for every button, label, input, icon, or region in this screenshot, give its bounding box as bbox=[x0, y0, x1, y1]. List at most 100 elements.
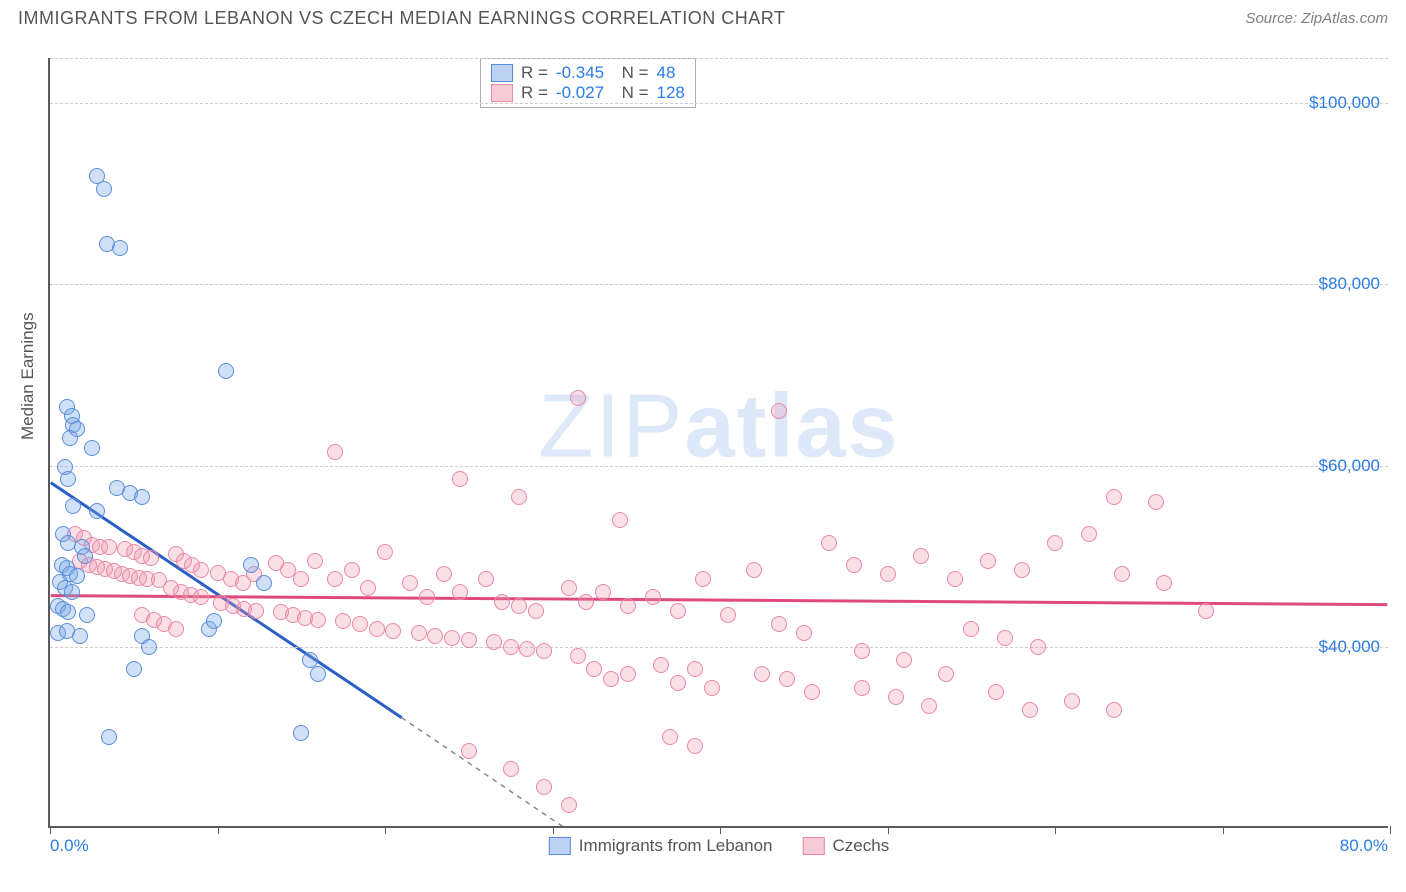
data-point bbox=[670, 675, 686, 691]
data-point bbox=[570, 390, 586, 406]
data-point bbox=[486, 634, 502, 650]
data-point bbox=[327, 571, 343, 587]
data-point bbox=[854, 643, 870, 659]
data-point bbox=[846, 557, 862, 573]
legend-n-value: 128 bbox=[657, 83, 685, 103]
data-point bbox=[988, 684, 1004, 700]
data-point bbox=[327, 444, 343, 460]
data-point bbox=[84, 440, 100, 456]
data-point bbox=[193, 589, 209, 605]
data-point bbox=[377, 544, 393, 560]
data-point bbox=[804, 684, 820, 700]
data-point bbox=[96, 181, 112, 197]
chart-title: IMMIGRANTS FROM LEBANON VS CZECH MEDIAN … bbox=[18, 8, 785, 29]
plot-area: ZIPatlas R = -0.345 N = 48R = -0.027 N =… bbox=[48, 58, 1388, 828]
data-point bbox=[141, 639, 157, 655]
legend-row: R = -0.027 N = 128 bbox=[491, 83, 685, 103]
series-legend: Immigrants from LebanonCzechs bbox=[549, 836, 889, 856]
legend-r-label: R = bbox=[521, 63, 548, 83]
data-point bbox=[511, 598, 527, 614]
data-point bbox=[360, 580, 376, 596]
x-tick bbox=[553, 826, 554, 834]
data-point bbox=[938, 666, 954, 682]
x-axis-max-label: 80.0% bbox=[1340, 836, 1388, 856]
data-point bbox=[997, 630, 1013, 646]
x-tick bbox=[1055, 826, 1056, 834]
gridline bbox=[50, 58, 1388, 59]
data-point bbox=[854, 680, 870, 696]
data-point bbox=[310, 612, 326, 628]
data-point bbox=[101, 729, 117, 745]
data-point bbox=[206, 613, 222, 629]
data-point bbox=[402, 575, 418, 591]
data-point bbox=[1148, 494, 1164, 510]
data-point bbox=[494, 594, 510, 610]
gridline bbox=[50, 647, 1388, 648]
data-point bbox=[720, 607, 736, 623]
x-tick bbox=[218, 826, 219, 834]
data-point bbox=[79, 607, 95, 623]
data-point bbox=[888, 689, 904, 705]
legend-r-value: -0.027 bbox=[556, 83, 604, 103]
y-tick-label: $60,000 bbox=[1319, 456, 1380, 476]
data-point bbox=[687, 661, 703, 677]
x-tick bbox=[385, 826, 386, 834]
data-point bbox=[519, 641, 535, 657]
data-point bbox=[1156, 575, 1172, 591]
data-point bbox=[168, 621, 184, 637]
legend-n-label: N = bbox=[612, 63, 648, 83]
x-tick bbox=[888, 826, 889, 834]
legend-r-value: -0.345 bbox=[556, 63, 604, 83]
data-point bbox=[293, 725, 309, 741]
source-label: Source: ZipAtlas.com bbox=[1245, 10, 1388, 27]
gridline bbox=[50, 103, 1388, 104]
data-point bbox=[112, 240, 128, 256]
data-point bbox=[963, 621, 979, 637]
data-point bbox=[427, 628, 443, 644]
data-point bbox=[704, 680, 720, 696]
data-point bbox=[461, 743, 477, 759]
gridline bbox=[50, 284, 1388, 285]
data-point bbox=[821, 535, 837, 551]
data-point bbox=[1022, 702, 1038, 718]
data-point bbox=[69, 568, 85, 584]
legend-r-label: R = bbox=[521, 83, 548, 103]
gridline bbox=[50, 466, 1388, 467]
data-point bbox=[193, 562, 209, 578]
y-tick-label: $100,000 bbox=[1309, 93, 1380, 113]
data-point bbox=[561, 580, 577, 596]
data-point bbox=[620, 598, 636, 614]
legend-item: Immigrants from Lebanon bbox=[549, 836, 773, 856]
data-point bbox=[653, 657, 669, 673]
x-axis-min-label: 0.0% bbox=[50, 836, 89, 856]
data-point bbox=[921, 698, 937, 714]
data-point bbox=[143, 550, 159, 566]
data-point bbox=[126, 661, 142, 677]
data-point bbox=[218, 363, 234, 379]
data-point bbox=[248, 603, 264, 619]
swatch-pink-icon bbox=[803, 837, 825, 855]
data-point bbox=[436, 566, 452, 582]
data-point bbox=[796, 625, 812, 641]
data-point bbox=[1047, 535, 1063, 551]
data-point bbox=[1064, 693, 1080, 709]
watermark: ZIPatlas bbox=[538, 375, 899, 478]
data-point bbox=[243, 557, 259, 573]
data-point bbox=[913, 548, 929, 564]
data-point bbox=[1081, 526, 1097, 542]
data-point bbox=[62, 430, 78, 446]
data-point bbox=[101, 539, 117, 555]
data-point bbox=[536, 779, 552, 795]
data-point bbox=[645, 589, 661, 605]
legend-n-value: 48 bbox=[657, 63, 676, 83]
y-tick-label: $40,000 bbox=[1319, 637, 1380, 657]
swatch-blue-icon bbox=[549, 837, 571, 855]
data-point bbox=[880, 566, 896, 582]
data-point bbox=[385, 623, 401, 639]
data-point bbox=[452, 584, 468, 600]
data-point bbox=[754, 666, 770, 682]
data-point bbox=[419, 589, 435, 605]
data-point bbox=[60, 604, 76, 620]
data-point bbox=[335, 613, 351, 629]
data-point bbox=[60, 471, 76, 487]
